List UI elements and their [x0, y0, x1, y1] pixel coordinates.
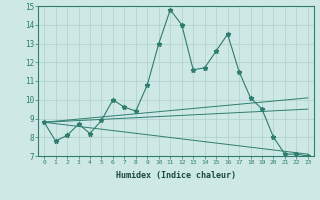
X-axis label: Humidex (Indice chaleur): Humidex (Indice chaleur): [116, 171, 236, 180]
